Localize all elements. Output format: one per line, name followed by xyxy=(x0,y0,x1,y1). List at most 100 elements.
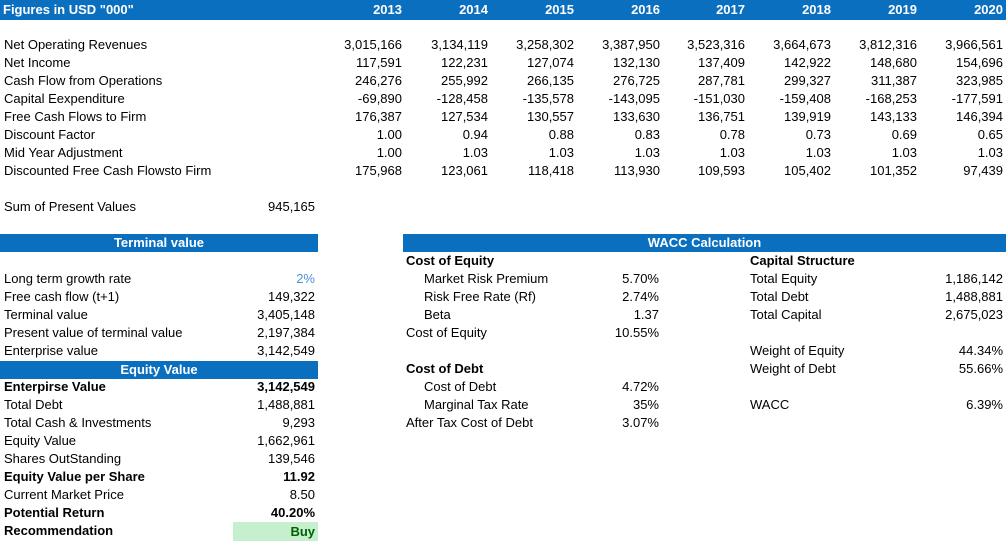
row-label: WACC xyxy=(750,397,790,412)
cell-value: -69,890 xyxy=(357,91,402,106)
cell-value: -143,095 xyxy=(608,91,660,106)
cell-value: 101,352 xyxy=(870,163,917,178)
row-label: Weight of Debt xyxy=(750,361,836,376)
cell-value: 299,327 xyxy=(784,73,831,88)
cell-value: 40.20% xyxy=(270,505,315,520)
cell-value: 1.03 xyxy=(719,145,745,160)
cell-value: 142,922 xyxy=(784,55,831,70)
row-label: Beta xyxy=(424,307,451,322)
row-label: Equity Value xyxy=(4,433,77,448)
cell-value: 1.00 xyxy=(376,127,402,142)
row-label: Total Capital xyxy=(750,307,822,322)
cell-value: 3,523,316 xyxy=(687,37,745,52)
cell-value: 0.78 xyxy=(719,127,745,142)
cell-value: 287,781 xyxy=(698,73,745,88)
cell-value: 1,186,142 xyxy=(945,271,1003,286)
cell-value: 139,919 xyxy=(784,109,831,124)
row-label: Discount Factor xyxy=(4,127,96,142)
cell-value: 127,534 xyxy=(441,109,488,124)
section-title: Equity Value xyxy=(120,362,198,377)
cell-value: 2,675,023 xyxy=(945,307,1003,322)
row-label: Risk Free Rate (Rf) xyxy=(424,289,536,304)
cell-value: 139,546 xyxy=(268,451,315,466)
cell-value: 0.65 xyxy=(977,127,1003,142)
cell-value: 323,985 xyxy=(956,73,1003,88)
cell-value: 3,142,549 xyxy=(257,379,315,394)
cell-value: 945,165 xyxy=(268,199,315,214)
row-label: Potential Return xyxy=(4,505,105,520)
sheet-title: Figures in USD "000" xyxy=(3,2,134,17)
row-label: Total Cash & Investments xyxy=(4,415,152,430)
cell-value: -177,591 xyxy=(951,91,1003,106)
terminal-bar xyxy=(0,234,318,252)
row-label: Market Risk Premium xyxy=(424,271,549,286)
year-header: 2013 xyxy=(373,2,402,17)
cell-value: 133,630 xyxy=(613,109,660,124)
cell-value: 148,680 xyxy=(870,55,917,70)
cell-value: 11.92 xyxy=(283,469,315,484)
cell-value: -135,578 xyxy=(522,91,574,106)
cell-value: 1.03 xyxy=(548,145,574,160)
cell-value: 0.88 xyxy=(548,127,574,142)
cell-value: 109,593 xyxy=(698,163,745,178)
cell-value: 132,130 xyxy=(613,55,660,70)
row-label: Equity Value per Share xyxy=(4,469,145,484)
row-label: Current Market Price xyxy=(4,487,124,502)
cell-value: -128,458 xyxy=(436,91,488,106)
row-label: Cost of Debt xyxy=(406,361,484,376)
cell-value: 1.03 xyxy=(977,145,1003,160)
cell-value: 117,591 xyxy=(355,55,402,70)
row-label: Free Cash Flows to Firm xyxy=(4,109,147,124)
cell-value: 3,966,561 xyxy=(945,37,1003,52)
row-label: Weight of Equity xyxy=(750,343,845,358)
cell-value: 2,197,384 xyxy=(257,325,315,340)
year-header: 2019 xyxy=(888,2,917,17)
cell-value: 8.50 xyxy=(289,487,315,502)
row-label: Mid Year Adjustment xyxy=(4,145,123,160)
row-label: Shares OutStanding xyxy=(4,451,122,466)
row-label: Total Debt xyxy=(4,397,63,412)
cell-value: 118,418 xyxy=(527,163,574,178)
cell-value: 266,135 xyxy=(527,73,574,88)
cell-value: 255,992 xyxy=(441,73,488,88)
row-label: Discounted Free Cash Flowsto Firm xyxy=(4,163,212,178)
row-label: Marginal Tax Rate xyxy=(424,397,529,412)
cell-value: 3,134,119 xyxy=(431,37,488,52)
cell-value: 127,074 xyxy=(527,55,574,70)
row-label: Cost of Debt xyxy=(424,379,497,394)
year-header: 2017 xyxy=(716,2,745,17)
row-label: Capital Structure xyxy=(750,253,855,268)
cell-value: 3,142,549 xyxy=(257,343,315,358)
row-label: Enterpirse Value xyxy=(4,379,106,394)
cell-value: 10.55% xyxy=(614,325,659,340)
year-header: 2015 xyxy=(545,2,574,17)
cell-value: 143,133 xyxy=(870,109,917,124)
cell-value: 105,402 xyxy=(784,163,831,178)
cell-value: 44.34% xyxy=(958,343,1003,358)
cell-value: 123,061 xyxy=(441,163,488,178)
row-label: Net Income xyxy=(4,55,71,70)
cell-value: 154,696 xyxy=(956,55,1003,70)
cell-value: 122,231 xyxy=(441,55,488,70)
row-label: Enterprise value xyxy=(4,343,98,358)
section-title: WACC Calculation xyxy=(647,235,762,250)
cell-value: 6.39% xyxy=(966,397,1003,412)
cell-value: 149,322 xyxy=(268,289,315,304)
row-label: Capital Eexpenditure xyxy=(4,91,125,106)
row-label: Sum of Present Values xyxy=(4,199,136,214)
cell-value: 3.07% xyxy=(622,415,659,430)
cell-value: 130,557 xyxy=(527,109,574,124)
cell-value: 0.69 xyxy=(891,127,917,142)
year-header: 2016 xyxy=(631,2,660,17)
row-label: Free cash flow (t+1) xyxy=(4,289,120,304)
cell-value: 3,812,316 xyxy=(859,37,917,52)
equity-bar xyxy=(0,361,318,379)
row-label: Total Equity xyxy=(750,271,818,286)
cell-value: 276,725 xyxy=(613,73,660,88)
cell-value: 2% xyxy=(296,271,315,286)
cell-value: 3,387,950 xyxy=(602,37,660,52)
section-title: Terminal value xyxy=(113,235,205,250)
row-label: Cash Flow from Operations xyxy=(4,73,163,88)
cell-value: 2.74% xyxy=(622,289,659,304)
